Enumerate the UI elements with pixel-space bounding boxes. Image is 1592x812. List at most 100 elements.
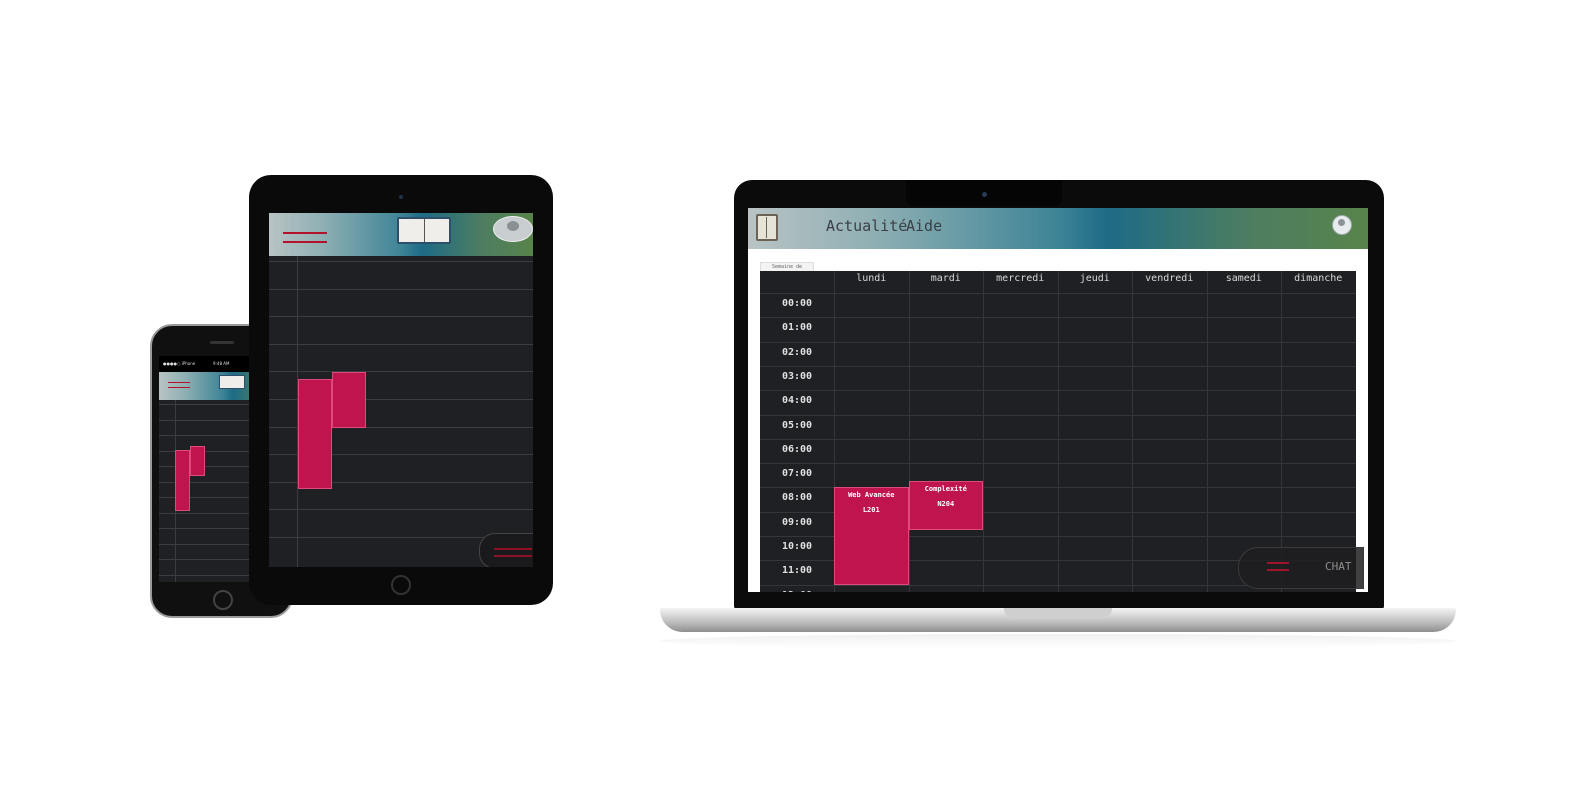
hour-row-divider [760, 414, 1356, 416]
hour-row-divider [760, 560, 1356, 562]
hour-row-divider [159, 559, 286, 560]
hour-row-divider [760, 390, 1356, 392]
tablet-camera [399, 195, 403, 199]
nav-actualite[interactable]: Actualité [826, 217, 908, 235]
hamburger-menu-icon[interactable] [168, 382, 190, 383]
day-column-divider [834, 271, 835, 592]
hour-row-divider [269, 261, 533, 262]
avatar-icon[interactable] [493, 216, 533, 242]
time-label: 06:00 [781, 443, 813, 455]
hour-row-divider [159, 419, 286, 421]
hour-row-divider [269, 316, 533, 318]
hour-row-divider [159, 528, 286, 529]
hour-row-divider [760, 511, 1356, 513]
home-button[interactable] [213, 590, 233, 610]
hamburger-menu-icon [1267, 562, 1289, 564]
event-title: Complexité [924, 485, 967, 494]
event-block[interactable]: Complexité N204 [908, 481, 983, 530]
time-label: 12:00 [760, 590, 834, 592]
day-header-dimanche: dimanche [1294, 273, 1343, 284]
laptop-base-notch [1004, 608, 1112, 617]
hour-row-divider [760, 438, 1356, 440]
time-column-divider [297, 256, 298, 567]
hour-row-divider [269, 537, 533, 538]
hour-row-divider [760, 317, 1356, 319]
hour-row-divider [269, 371, 533, 373]
hour-row-divider [760, 463, 1356, 465]
chat-label: CHAT [1325, 560, 1352, 573]
tablet-screen [269, 213, 533, 567]
time-label: 08:00 [781, 492, 813, 504]
event-room: N204 [937, 500, 955, 509]
phone-speaker [210, 341, 234, 344]
nav-aide[interactable]: Aide [906, 217, 943, 235]
hour-row-divider [159, 512, 286, 514]
event-block[interactable] [298, 379, 332, 489]
day-column-divider [1132, 271, 1133, 592]
laptop-device: Actualité Aide Semaine de travail lundim… [660, 180, 1482, 650]
hour-row-divider [760, 293, 1356, 294]
app-header: Actualité Aide [748, 208, 1368, 249]
time-label: 05:00 [781, 419, 813, 431]
day-header-mardi: mardi [930, 273, 961, 284]
hour-row-divider [760, 341, 1356, 343]
hour-row-divider [159, 543, 286, 545]
hour-row-divider [159, 574, 286, 576]
time-label: 04:00 [781, 395, 813, 407]
home-button[interactable] [391, 575, 411, 595]
menu-button[interactable] [479, 533, 533, 567]
day-column-divider [983, 271, 984, 592]
event-block[interactable] [190, 446, 205, 476]
planner-book-icon[interactable] [756, 214, 778, 241]
hour-row-divider [159, 450, 286, 452]
time-label: 02:00 [781, 346, 813, 358]
hour-row-divider [269, 481, 533, 483]
hour-row-divider [269, 343, 533, 345]
time-label: 01:00 [781, 322, 813, 334]
hour-row-divider [760, 365, 1356, 367]
laptop-screen: Actualité Aide Semaine de travail lundim… [748, 208, 1368, 592]
hour-row-divider [269, 399, 533, 400]
week-calendar-grid: lundi mardi mercredi jeudi vendredi samedi dim… [760, 271, 1356, 592]
event-block[interactable] [332, 372, 366, 428]
event-room: L201 [862, 506, 880, 515]
hour-row-divider [159, 497, 286, 498]
event-block[interactable]: Web Avancée L201 [834, 487, 909, 585]
chat-button[interactable]: CHAT [1238, 547, 1364, 589]
time-label: 00:00 [781, 298, 813, 309]
day-column-divider [1281, 271, 1282, 592]
tablet-device [249, 175, 553, 605]
hour-row-divider [159, 466, 286, 467]
status-time: 9:48 AM [213, 361, 230, 366]
app-header [269, 213, 533, 256]
laptop-shadow [660, 634, 1456, 648]
planner-book-icon[interactable] [219, 375, 245, 389]
hour-row-divider [159, 404, 286, 405]
day-header-samedi: samedi [1225, 273, 1262, 284]
carrier-text: ●●●●○ iPhone [163, 361, 196, 366]
time-label: 11:00 [781, 565, 813, 577]
hour-row-divider [269, 509, 533, 511]
time-label: 09:00 [781, 516, 813, 528]
hour-row-divider [760, 487, 1356, 489]
day-header-vendredi: vendredi [1145, 273, 1194, 284]
hour-row-divider [269, 454, 533, 456]
day-header-jeudi: jeudi [1079, 273, 1110, 284]
day-column-divider [908, 271, 910, 592]
hour-row-divider [269, 288, 533, 290]
avatar-icon[interactable] [1332, 215, 1352, 235]
time-label: 07:00 [781, 468, 813, 480]
hour-row-divider [760, 536, 1356, 537]
hour-row-divider [269, 426, 533, 428]
event-title: Web Avancée [848, 491, 895, 500]
hour-row-divider [760, 584, 1356, 586]
time-label: 10:00 [781, 541, 813, 552]
day-column-divider [1206, 271, 1208, 592]
hour-row-divider [159, 435, 286, 436]
day-column-divider [1057, 271, 1059, 592]
hour-row-divider [159, 481, 286, 483]
event-block[interactable] [175, 450, 190, 511]
planner-book-icon[interactable] [397, 217, 451, 244]
day-header-mercredi: mercredi [996, 273, 1045, 284]
hamburger-menu-icon[interactable] [283, 232, 327, 234]
